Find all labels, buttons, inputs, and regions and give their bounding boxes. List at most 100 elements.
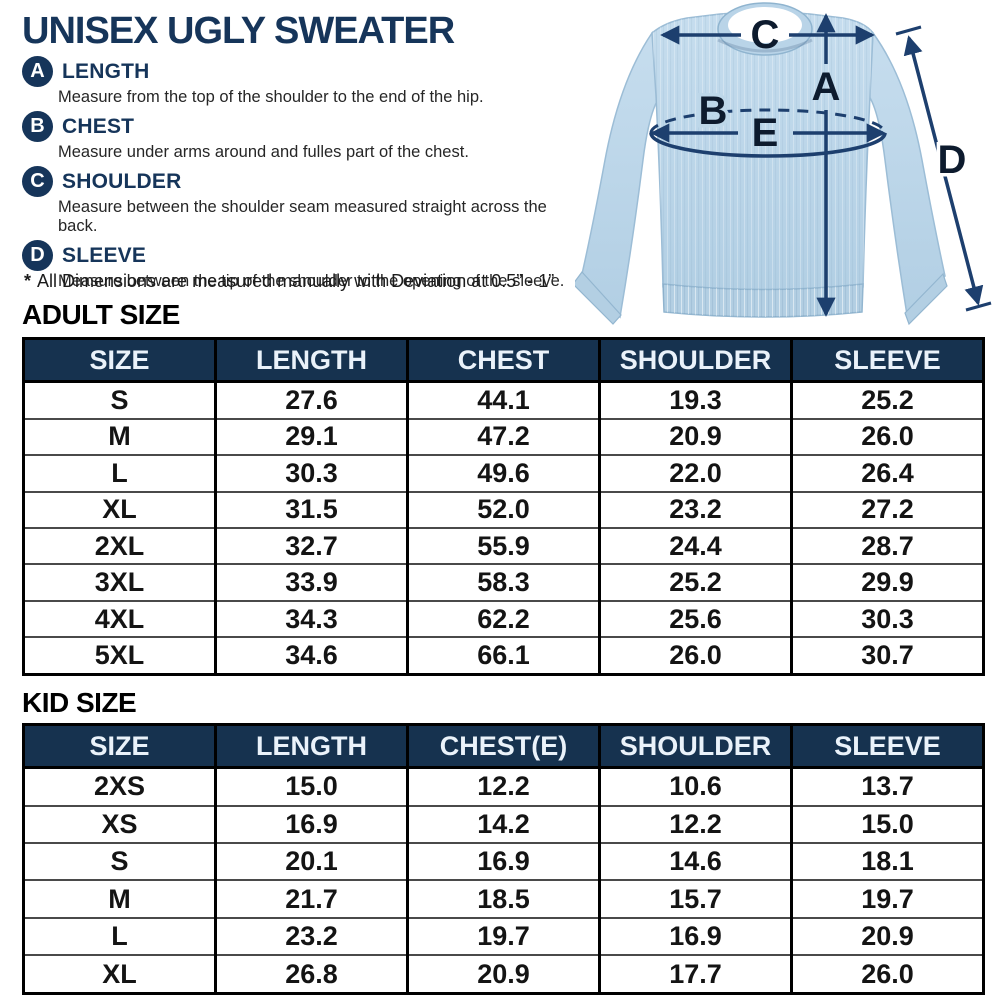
column-header-chest: CHEST <box>406 338 600 383</box>
value-cell: 58.3 <box>406 563 600 601</box>
size-cell: L <box>23 916 216 956</box>
value-cell: 13.7 <box>790 767 984 806</box>
sweater-hem-rib <box>663 284 863 317</box>
size-cell: S <box>110 384 129 415</box>
value-cell: 12.2 <box>598 804 792 843</box>
value-cell: 25.2 <box>790 381 984 419</box>
value-cell: 25.2 <box>598 563 792 601</box>
table-row: 2XS 15.0 12.2 10.6 13.7 <box>24 767 984 806</box>
diagram-label-chest: B <box>699 89 728 133</box>
table-row: L 23.2 19.7 16.9 20.9 <box>23 916 984 956</box>
size-cell: 5XL <box>23 636 216 675</box>
table-row: 5XL 34.6 66.1 26.0 30.7 <box>23 636 984 675</box>
legend-item-sleeve: D SLEEVE Measure between the tip of the … <box>22 240 582 291</box>
letter-badge-d: D <box>22 240 53 271</box>
value-cell: 32.7 <box>214 526 408 565</box>
value-cell: 27.6 <box>214 381 408 419</box>
legend-label: SHOULDER <box>62 169 182 193</box>
table-header-row: SIZE LENGTH CHEST(E) SHOULDER SLEEVE <box>23 724 984 769</box>
adult-size-table: SIZE LENGTH CHEST SHOULDER SLEEVE S 27.6 4… <box>22 337 985 676</box>
size-cell: 2XL <box>23 526 216 565</box>
table-row: S 27.6 44.1 19.3 25.2 <box>24 381 984 419</box>
value-cell: 26.0 <box>598 636 792 675</box>
value-cell: 66.1 <box>406 636 600 675</box>
value-cell: 29.1 <box>214 417 408 456</box>
value-cell: 52.0 <box>406 490 600 528</box>
sweater-left-cuff <box>575 271 622 325</box>
value-cell: 16.9 <box>406 841 600 881</box>
sweater-neck-opening <box>728 7 802 43</box>
kid-size-table: SIZE LENGTH CHEST(E) SHOULDER SLEEVE 2XS… <box>22 723 985 995</box>
size-cell: 4XL <box>23 599 216 638</box>
value-cell: 22.0 <box>598 454 792 492</box>
column-header-chest-e: CHEST(E) <box>406 724 600 769</box>
value-cell: 34.6 <box>214 636 408 675</box>
value-cell: 26.4 <box>790 454 984 492</box>
value-cell: 15.0 <box>214 767 408 806</box>
table-row: XL 31.5 52.0 23.2 27.2 <box>23 490 984 528</box>
size-cell: XL <box>23 490 216 528</box>
size-cell: L <box>23 454 216 492</box>
column-header-length: LENGTH <box>214 338 408 383</box>
value-cell: 55.9 <box>406 526 600 565</box>
sweater-left-sleeve <box>581 30 661 319</box>
value-cell: 14.6 <box>598 841 792 881</box>
table-row: S 20.1 16.9 14.6 18.1 <box>23 841 984 881</box>
value-cell: 14.2 <box>406 804 600 843</box>
value-cell: 25.6 <box>598 599 792 638</box>
sweater-diagram: C A B E D <box>575 0 1000 330</box>
value-cell: 21.7 <box>214 879 408 918</box>
table-row: XL 26.8 20.9 17.7 26.0 <box>23 954 984 994</box>
value-cell: 19.7 <box>790 879 984 918</box>
table-row: 2XL 32.7 55.9 24.4 28.7 <box>23 526 984 565</box>
size-cell: M <box>23 879 216 918</box>
diagram-label-sleeve: D <box>938 138 967 182</box>
note-asterisk: * <box>24 271 32 291</box>
kid-size-heading: KID SIZE <box>22 687 137 718</box>
legend-item-length: A LENGTH Measure from the top of the sho… <box>22 56 582 107</box>
value-cell: 16.9 <box>214 804 408 843</box>
value-cell: 34.3 <box>214 599 408 638</box>
letter-badge-c: C <box>22 166 53 197</box>
size-cell: XL <box>23 954 216 994</box>
table-header-row: SIZE LENGTH CHEST SHOULDER SLEEVE <box>23 338 984 383</box>
value-cell: 49.6 <box>406 454 600 492</box>
table-row: 3XL 33.9 58.3 25.2 29.9 <box>23 563 984 601</box>
legend-label: LENGTH <box>62 59 150 83</box>
value-cell: 23.2 <box>598 490 792 528</box>
legend-description: Measure under arms around and fulles par… <box>58 143 469 161</box>
value-cell: 27.2 <box>790 490 984 528</box>
value-cell: 20.9 <box>598 417 792 456</box>
table-row: M 21.7 18.5 15.7 19.7 <box>23 879 984 918</box>
column-header-shoulder: SHOULDER <box>598 338 792 383</box>
value-cell: 19.7 <box>406 916 600 956</box>
value-cell: 62.2 <box>406 599 600 638</box>
table-row: L 30.3 49.6 22.0 26.4 <box>23 454 984 492</box>
legend-description: Measure between the shoulder seam measur… <box>58 198 547 235</box>
value-cell: 30.3 <box>790 599 984 638</box>
value-cell: 33.9 <box>214 563 408 601</box>
column-header-shoulder: SHOULDER <box>598 724 792 769</box>
value-cell: 26.0 <box>790 954 984 994</box>
measurement-legend: A LENGTH Measure from the top of the sho… <box>22 56 582 295</box>
size-cell: S <box>23 841 216 881</box>
value-cell: 30.3 <box>214 454 408 492</box>
diagram-label-shoulder: C <box>751 13 780 57</box>
value-cell: 28.7 <box>790 526 984 565</box>
table-row: M 29.1 47.2 20.9 26.0 <box>23 417 984 456</box>
value-cell: 17.7 <box>598 954 792 994</box>
size-cell: M <box>23 417 216 456</box>
value-cell: 15.7 <box>598 879 792 918</box>
value-cell: 18.5 <box>406 879 600 918</box>
deviation-note: * All Dimensions are measured manually wi… <box>24 271 554 292</box>
size-cell: 3XL <box>23 563 216 601</box>
value-cell: 23.2 <box>214 916 408 956</box>
value-cell: 12.2 <box>406 767 600 806</box>
adult-size-heading: ADULT SIZE <box>22 299 180 330</box>
column-header-sleeve: SLEEVE <box>790 724 984 769</box>
value-cell: 19.3 <box>598 381 792 419</box>
column-header-size: SIZE <box>23 338 216 383</box>
diagram-label-length: A <box>812 65 841 109</box>
value-cell: 20.9 <box>790 916 984 956</box>
